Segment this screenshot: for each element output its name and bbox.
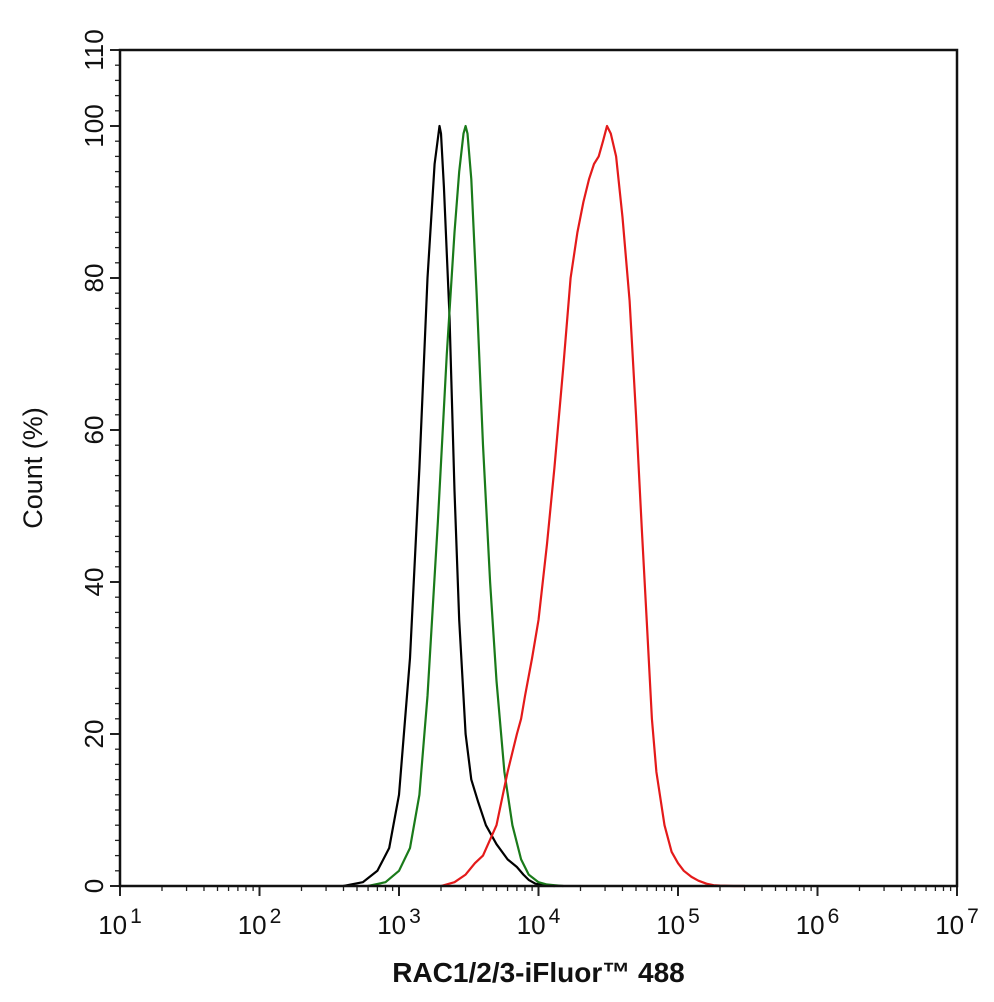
series-line-3 bbox=[439, 124, 746, 888]
x-tick-label: 10 4 bbox=[517, 905, 561, 940]
x-tick-label: 10 3 bbox=[377, 905, 421, 940]
x-axis-title: RAC1/2/3-iFluor™ 488 bbox=[392, 957, 685, 988]
y-tick-label: 40 bbox=[79, 568, 109, 597]
y-tick-label: 20 bbox=[79, 720, 109, 749]
y-tick-label: 80 bbox=[79, 264, 109, 293]
x-tick-label: 10 2 bbox=[238, 905, 282, 940]
histogram-series bbox=[342, 124, 746, 888]
x-tick-label: 10 6 bbox=[796, 905, 840, 940]
series-line-2 bbox=[367, 124, 565, 888]
x-tick-label: 10 1 bbox=[98, 905, 142, 940]
y-tick-label: 100 bbox=[79, 104, 109, 147]
y-tick-label: 110 bbox=[79, 29, 109, 70]
plot-frame bbox=[118, 48, 959, 888]
tick-labels: 0 20 40 60 80 100 110 10 1 10 2 10 3 10 4 10 5 10 6 10 7 bbox=[79, 29, 979, 940]
y-axis-title: Count (%) bbox=[18, 407, 48, 529]
y-tick-label: 0 bbox=[79, 879, 109, 893]
x-tick-label: 10 7 bbox=[935, 905, 979, 940]
x-tick-label: 10 5 bbox=[656, 905, 700, 940]
axis-ticks bbox=[110, 49, 958, 896]
y-tick-label: 60 bbox=[79, 416, 109, 445]
series-line-1 bbox=[342, 124, 556, 888]
